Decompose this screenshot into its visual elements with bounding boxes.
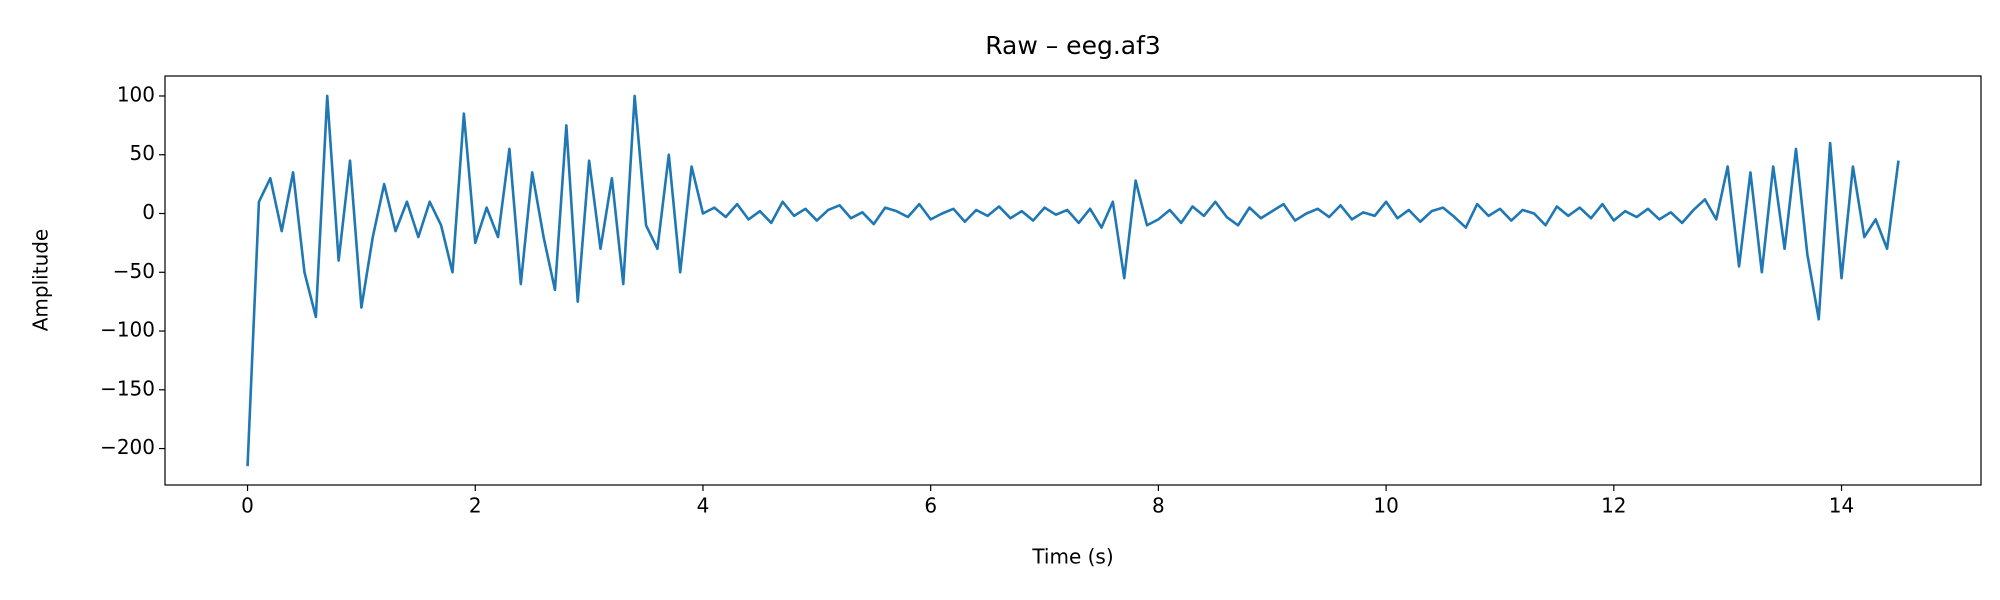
x-tick-label: 12 [1601,494,1626,518]
y-tick-label: 0 [142,200,155,224]
y-tick-label: −150 [100,376,155,400]
x-axis-label: Time (s) [1031,545,1113,569]
data-line [246,94,1900,467]
y-axis-label: Amplitude [29,229,53,332]
y-tick-label: −100 [100,318,155,342]
y-tick-label: 50 [130,141,155,165]
y-tick-label: 100 [117,82,155,106]
chart-title: Raw – eeg.af3 [985,31,1161,60]
y-tick-label: −50 [113,259,155,283]
plot-frame [164,75,1982,486]
y-tick-label: −200 [100,435,155,459]
x-tick-label: 14 [1829,494,1854,518]
x-tick-label: 10 [1373,494,1398,518]
x-tick-label: 2 [469,494,482,518]
x-tick-label: 4 [697,494,710,518]
x-tick-label: 0 [241,494,254,518]
x-tick-label: 8 [1152,494,1165,518]
x-tick-label: 6 [924,494,937,518]
